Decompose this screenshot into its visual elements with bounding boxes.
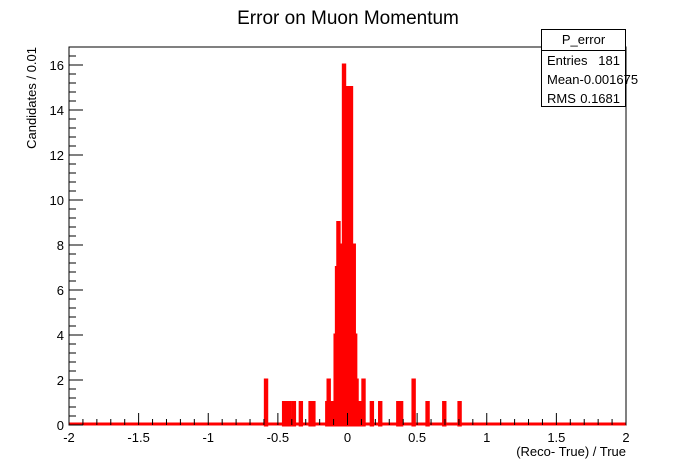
- y-tick-label: 0: [57, 418, 64, 433]
- histogram-bar: [398, 401, 404, 427]
- x-axis-label: (Reco- True) / True: [516, 444, 626, 459]
- y-tick-label: 14: [50, 103, 64, 118]
- histogram-bar: [326, 378, 331, 427]
- x-tick-label: 0: [344, 430, 351, 445]
- histogram-bar: [311, 401, 316, 427]
- histogram-bar: [369, 401, 375, 427]
- histogram-bar: [396, 401, 401, 427]
- axes: -2 -1.5 -1 -0.5 0 0.5 1 1.5 2 0 2 4 6 8 10 12 14 16: [50, 55, 630, 445]
- x-tick-label: 1: [483, 430, 490, 445]
- histogram-bar: [411, 378, 416, 427]
- chart-title: Error on Muon Momentum: [237, 8, 459, 29]
- stats-label: Entries: [547, 53, 588, 68]
- stats-value: 181: [598, 53, 620, 68]
- y-tick-label: 12: [50, 148, 64, 163]
- histogram-bar: [263, 378, 269, 427]
- x-tick-label: -1.5: [127, 430, 149, 445]
- x-tick-label: -1: [202, 430, 214, 445]
- y-tick-label: 10: [50, 193, 64, 208]
- y-tick-label: 8: [57, 238, 64, 253]
- x-tick-label: 2: [622, 430, 629, 445]
- y-tick-label: 2: [57, 373, 64, 388]
- stats-row-rms: RMS 0.1681: [542, 89, 625, 108]
- y-tick-label: 16: [50, 58, 64, 73]
- stats-row-mean: Mean -0.001675: [542, 70, 638, 89]
- stats-value: 0.1681: [580, 91, 620, 106]
- histogram-bar: [284, 401, 290, 427]
- y-axis-label: Candidates / 0.01: [24, 47, 39, 149]
- stats-box: P_error Entries 181 Mean -0.001675 RMS 0…: [541, 29, 638, 108]
- histogram-bar: [287, 401, 292, 427]
- x-tick-label: -2: [63, 430, 75, 445]
- histogram-bar: [281, 401, 287, 427]
- histogram-bar: [298, 401, 304, 427]
- x-tick-label: 1.5: [547, 430, 565, 445]
- stats-title: P_error: [542, 30, 625, 51]
- y-tick-label: 6: [57, 283, 64, 298]
- stats-label: RMS: [547, 91, 576, 106]
- histogram-bar: [425, 401, 430, 427]
- y-tick-label: 4: [57, 328, 64, 343]
- stats-label: Mean: [547, 72, 580, 87]
- histogram-bar: [308, 401, 313, 427]
- histogram-bar: [291, 401, 297, 427]
- histogram-bar: [378, 401, 383, 427]
- x-tick-label: 0.5: [408, 430, 426, 445]
- x-tick-label: -0.5: [267, 430, 289, 445]
- histogram-bars: [69, 63, 626, 427]
- histogram-bar: [361, 378, 366, 427]
- stats-value: -0.001675: [579, 72, 639, 87]
- stats-row-entries: Entries 181: [542, 51, 625, 70]
